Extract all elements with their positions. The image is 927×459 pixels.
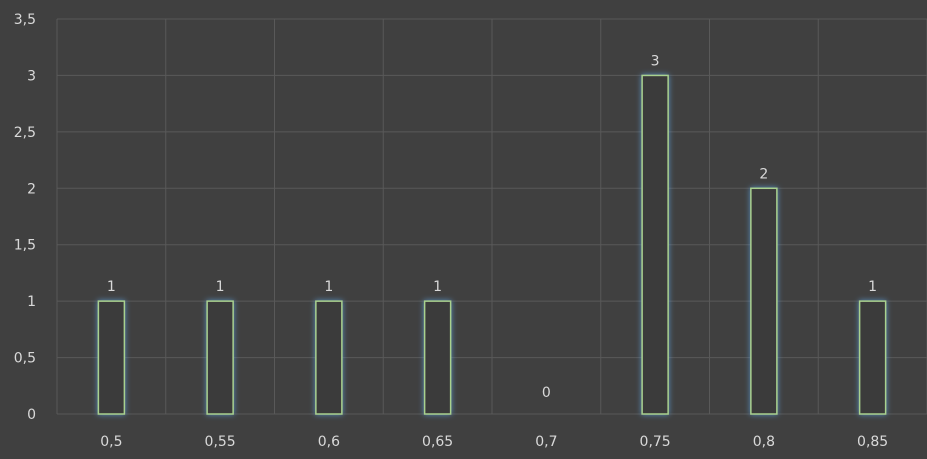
grid (56, 18, 927, 415)
x-tick-label: 0,75 (640, 434, 671, 450)
x-tick-label: 0,8 (753, 434, 775, 450)
y-tick-label: 1,5 (14, 238, 36, 254)
y-tick-label: 0 (27, 407, 36, 423)
bar (97, 300, 126, 415)
data-label: 1 (107, 279, 116, 295)
bar (750, 187, 778, 415)
data-label: 1 (216, 279, 225, 295)
y-tick-label: 3,5 (14, 12, 36, 28)
labels: 0 0,5 1 1,5 2 2,5 3 3,5 1 0,5 1 0,55 1 0,6 1 0,65 0 0,7 3 0… (14, 12, 888, 450)
x-tick-label: 0,55 (205, 434, 236, 450)
data-label: 1 (324, 279, 333, 295)
x-tick-label: 0,6 (318, 434, 340, 450)
x-tick-label: 0,5 (100, 434, 122, 450)
y-tick-label: 3 (27, 68, 36, 84)
data-label: 2 (759, 166, 768, 182)
data-label: 3 (651, 53, 660, 69)
x-tick-label: 0,85 (857, 434, 888, 450)
data-label: 1 (868, 279, 877, 295)
data-label: 0 (542, 385, 551, 401)
y-tick-label: 0,5 (14, 351, 36, 367)
bars (97, 74, 887, 415)
x-tick-label: 0,7 (535, 434, 557, 450)
bar (858, 300, 887, 415)
bar (423, 300, 452, 415)
y-tick-label: 1 (27, 294, 36, 310)
bar (641, 74, 669, 415)
bar (315, 300, 343, 415)
bar (206, 300, 234, 415)
y-tick-label: 2,5 (14, 125, 36, 141)
data-label: 1 (433, 279, 442, 295)
x-tick-label: 0,65 (422, 434, 453, 450)
y-tick-label: 2 (27, 181, 36, 197)
